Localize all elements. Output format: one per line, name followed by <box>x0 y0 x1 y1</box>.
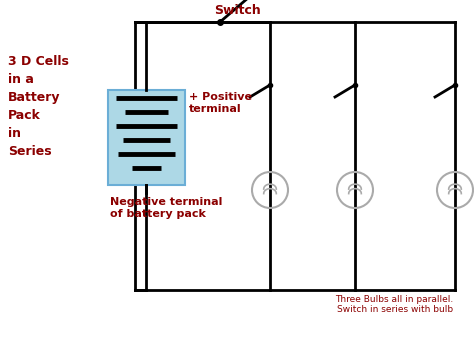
Text: Negative terminal
of battery pack: Negative terminal of battery pack <box>110 197 222 219</box>
Bar <box>108 90 185 185</box>
Text: Three Bulbs all in parallel.
Switch in series with bulb: Three Bulbs all in parallel. Switch in s… <box>335 295 453 314</box>
Text: 3 D Cells
in a
Battery
Pack
in
Series: 3 D Cells in a Battery Pack in Series <box>8 55 69 158</box>
Text: + Positive
terminal: + Positive terminal <box>189 92 252 114</box>
Text: Switch: Switch <box>215 4 261 17</box>
